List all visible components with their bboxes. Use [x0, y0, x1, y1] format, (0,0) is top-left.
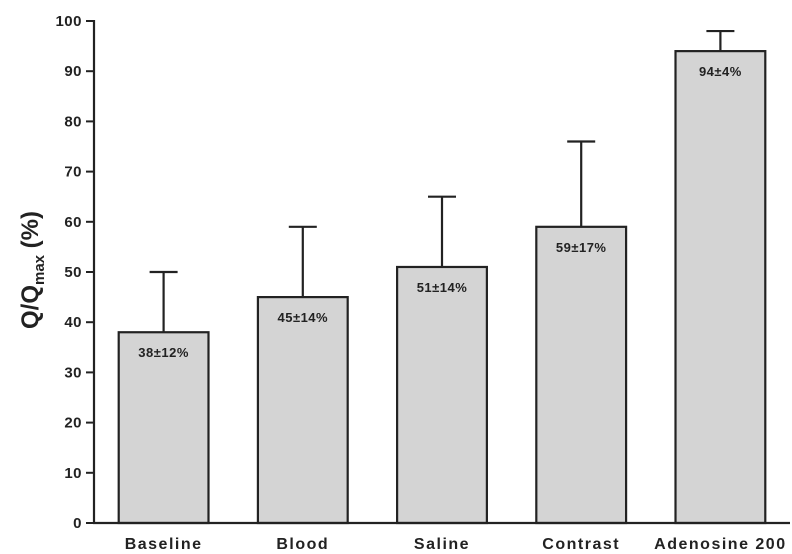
bar-blood [256, 296, 349, 525]
y-tick-label: 70 [64, 164, 82, 181]
y-tick-label: 80 [64, 113, 82, 130]
y-tick-label: 40 [64, 314, 82, 331]
x-tick-label: Saline [414, 536, 470, 553]
data-label: 51±14% [417, 280, 468, 295]
y-tick-label: 60 [64, 214, 82, 231]
y-tick-label: 90 [64, 63, 82, 80]
x-tick-label: Adenosine 200 [654, 536, 786, 553]
y-tick-label: 10 [64, 465, 82, 482]
bar-saline [396, 265, 488, 525]
y-tick-label: 20 [64, 415, 82, 432]
y-tick-label: 0 [73, 515, 82, 532]
x-tick-label: Baseline [125, 536, 203, 553]
bar-contrast [535, 225, 628, 525]
y-tick-label: 50 [64, 264, 82, 281]
x-tick-label: Blood [276, 536, 329, 553]
data-label: 45±14% [277, 310, 328, 325]
data-label: 38±12% [138, 345, 189, 360]
x-axis: Baseline Blood Saline Contrast Adenosine 200 [93, 521, 790, 553]
x-tick-label: Contrast [542, 536, 620, 553]
bars: 38±12% 45±14% 51±14% 59±17% 94±4% [117, 29, 767, 525]
bar-baseline [117, 331, 210, 525]
data-label: 59±17% [556, 240, 607, 255]
y-axis: 0 10 20 30 40 50 60 70 80 90 100 [55, 13, 96, 532]
y-axis-label: Q/Qmax (%) [17, 211, 48, 329]
bar-adenosine-200 [674, 50, 767, 525]
y-tick-label: 100 [55, 13, 82, 30]
y-tick-label: 30 [64, 364, 82, 381]
data-label: 94±4% [699, 64, 742, 79]
